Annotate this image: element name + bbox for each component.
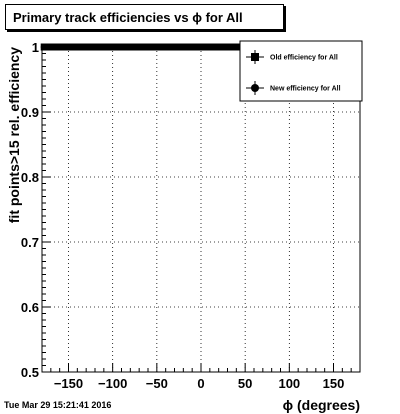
x-tick-label: 50 bbox=[238, 376, 252, 391]
legend-square-marker bbox=[251, 53, 259, 61]
axes: −150 −100 −50 0 50 100 150 0.5 0.6 0.7 0.8 0.9 1 bbox=[21, 40, 361, 391]
chart-title: Primary track efficiencies vs ϕ for All bbox=[13, 10, 243, 25]
y-tick-label: 1 bbox=[32, 40, 39, 55]
y-tick-label: 0.8 bbox=[21, 170, 39, 185]
legend-label: Old efficiency for All bbox=[270, 55, 338, 62]
legend-circle-marker bbox=[251, 84, 259, 92]
y-tick-label: 0.6 bbox=[21, 300, 39, 315]
x-tick-label: −150 bbox=[54, 376, 83, 391]
x-axis-label: ϕ (degrees) bbox=[283, 397, 360, 413]
legend-box bbox=[239, 40, 363, 102]
chart-title-box: Primary track efficiencies vs ϕ for All bbox=[5, 4, 284, 30]
x-tick-label: −50 bbox=[146, 376, 168, 391]
x-tick-label: 0 bbox=[197, 376, 204, 391]
y-tick-label: 0.7 bbox=[21, 235, 39, 250]
legend-label: New efficiency for All bbox=[270, 86, 341, 93]
x-tick-label: −100 bbox=[98, 376, 127, 391]
y-axis-label: fit points>15 rel. efficiency bbox=[6, 47, 22, 223]
timestamp: Tue Mar 29 15:21:41 2016 bbox=[4, 400, 112, 410]
x-tick-label: 150 bbox=[323, 376, 345, 391]
x-tick-label: 100 bbox=[278, 376, 300, 391]
y-tick-label: 0.9 bbox=[21, 105, 39, 120]
legend: Old efficiency for All New efficiency for… bbox=[239, 40, 363, 102]
y-tick-label: 0.5 bbox=[21, 365, 39, 380]
